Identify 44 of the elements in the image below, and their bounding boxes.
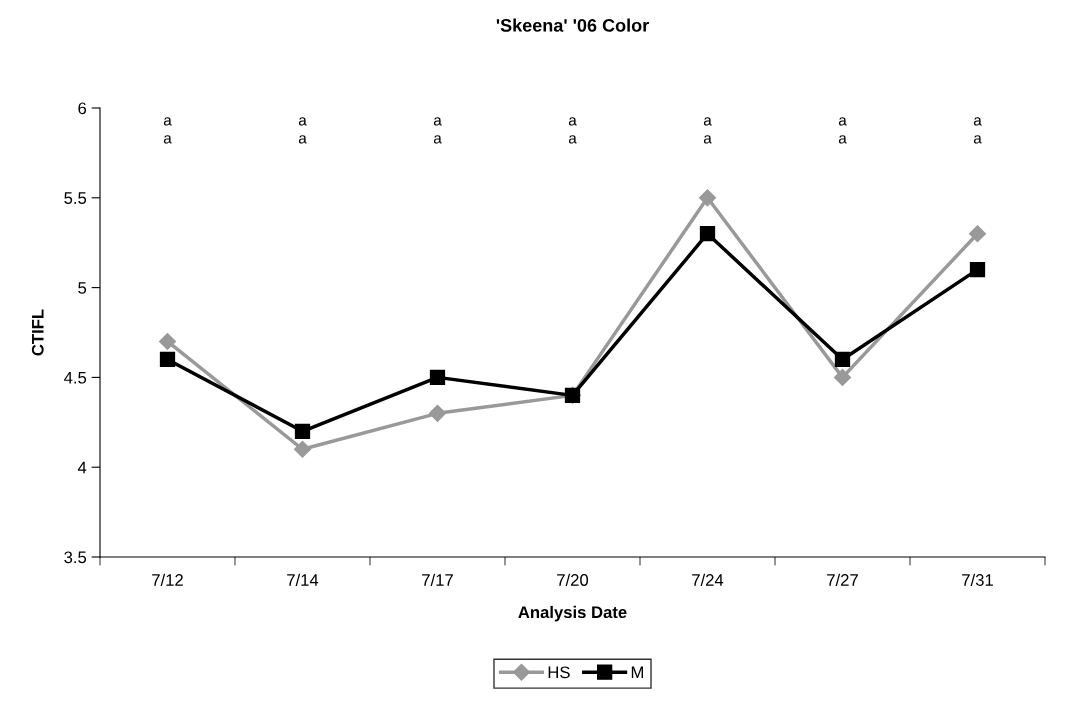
point [293, 440, 312, 458]
annotation: a [838, 135, 847, 144]
x-tick-label: 7/31 [962, 573, 993, 586]
point [699, 226, 716, 242]
x-tick-label: 7/12 [152, 573, 183, 586]
point [968, 225, 987, 243]
annotation: a [433, 135, 442, 144]
chart-title: 'Skeena' '06 Color [496, 18, 649, 32]
y-tick-label: 3.5 [64, 551, 87, 564]
point [833, 368, 852, 386]
legend-label: M [631, 666, 643, 679]
annotation: a [298, 117, 307, 126]
y-tick-label: 4.5 [64, 371, 87, 384]
y-tick-label: 5.5 [64, 192, 87, 204]
point [294, 423, 311, 439]
x-tick-label: 7/27 [827, 573, 858, 586]
annotation: a [973, 135, 982, 144]
annotation: a [703, 135, 712, 144]
point [698, 189, 717, 207]
point [969, 262, 986, 278]
y-axis-title: CTIFL [31, 309, 44, 356]
annotation: a [568, 117, 577, 126]
annotation: a [838, 117, 847, 126]
annotation: a [703, 117, 712, 126]
point [429, 369, 446, 386]
annotation: a [163, 135, 172, 144]
y-tick-label: 5 [78, 282, 87, 294]
x-tick-label: 7/17 [422, 573, 453, 586]
x-tick-label: 7/24 [692, 573, 724, 586]
x-axis-title: Analysis Date [518, 605, 627, 622]
annotation: a [568, 135, 577, 144]
point [158, 332, 177, 351]
point [834, 351, 851, 368]
point [428, 404, 447, 422]
y-tick-label: 4 [77, 461, 87, 474]
y-tick-label: 6 [78, 102, 87, 115]
x-tick-label: 7/14 [287, 573, 319, 586]
annotation: a [973, 117, 982, 126]
x-tick-label: 7/20 [557, 573, 589, 586]
annotation: a [163, 117, 172, 126]
annotation: a [433, 117, 442, 126]
legend-label: HS [548, 666, 570, 679]
point [159, 351, 176, 368]
annotation: a [298, 135, 307, 144]
